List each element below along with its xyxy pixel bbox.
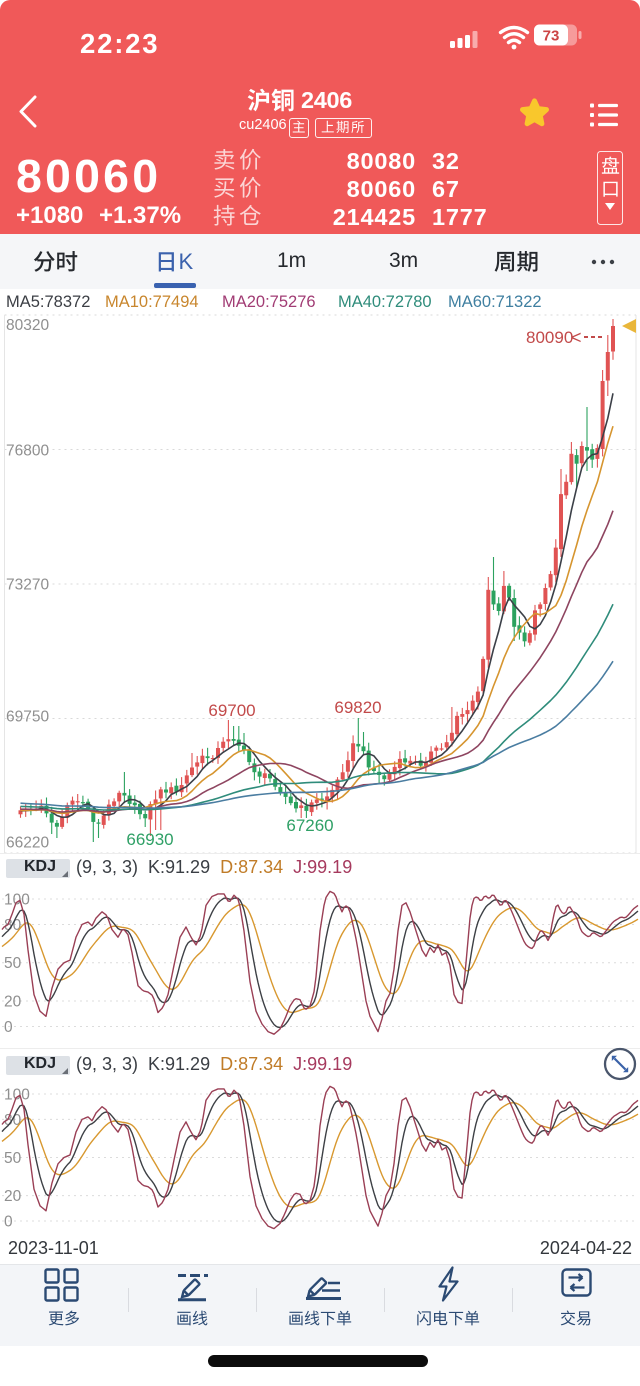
svg-text:66930: 66930 [126, 830, 173, 849]
svg-text:0: 0 [4, 1214, 13, 1231]
svg-text:80320: 80320 [6, 317, 49, 334]
svg-text:73270: 73270 [6, 577, 49, 594]
svg-text:67260: 67260 [286, 816, 333, 835]
svg-text:<: < [571, 328, 582, 348]
svg-text:50: 50 [4, 955, 22, 972]
svg-text:73: 73 [543, 28, 560, 45]
svg-text:100: 100 [4, 892, 30, 909]
svg-text:69700: 69700 [208, 701, 255, 720]
svg-text:100: 100 [4, 1087, 30, 1104]
svg-text:80090: 80090 [526, 328, 573, 347]
svg-text:50: 50 [4, 1150, 22, 1167]
svg-text:20: 20 [4, 1188, 22, 1205]
svg-text:66220: 66220 [6, 835, 49, 852]
svg-text:69820: 69820 [334, 698, 381, 717]
svg-text:69750: 69750 [6, 709, 49, 726]
svg-text:0: 0 [4, 1019, 13, 1036]
svg-text:76800: 76800 [6, 443, 49, 460]
svg-text:20: 20 [4, 994, 22, 1011]
